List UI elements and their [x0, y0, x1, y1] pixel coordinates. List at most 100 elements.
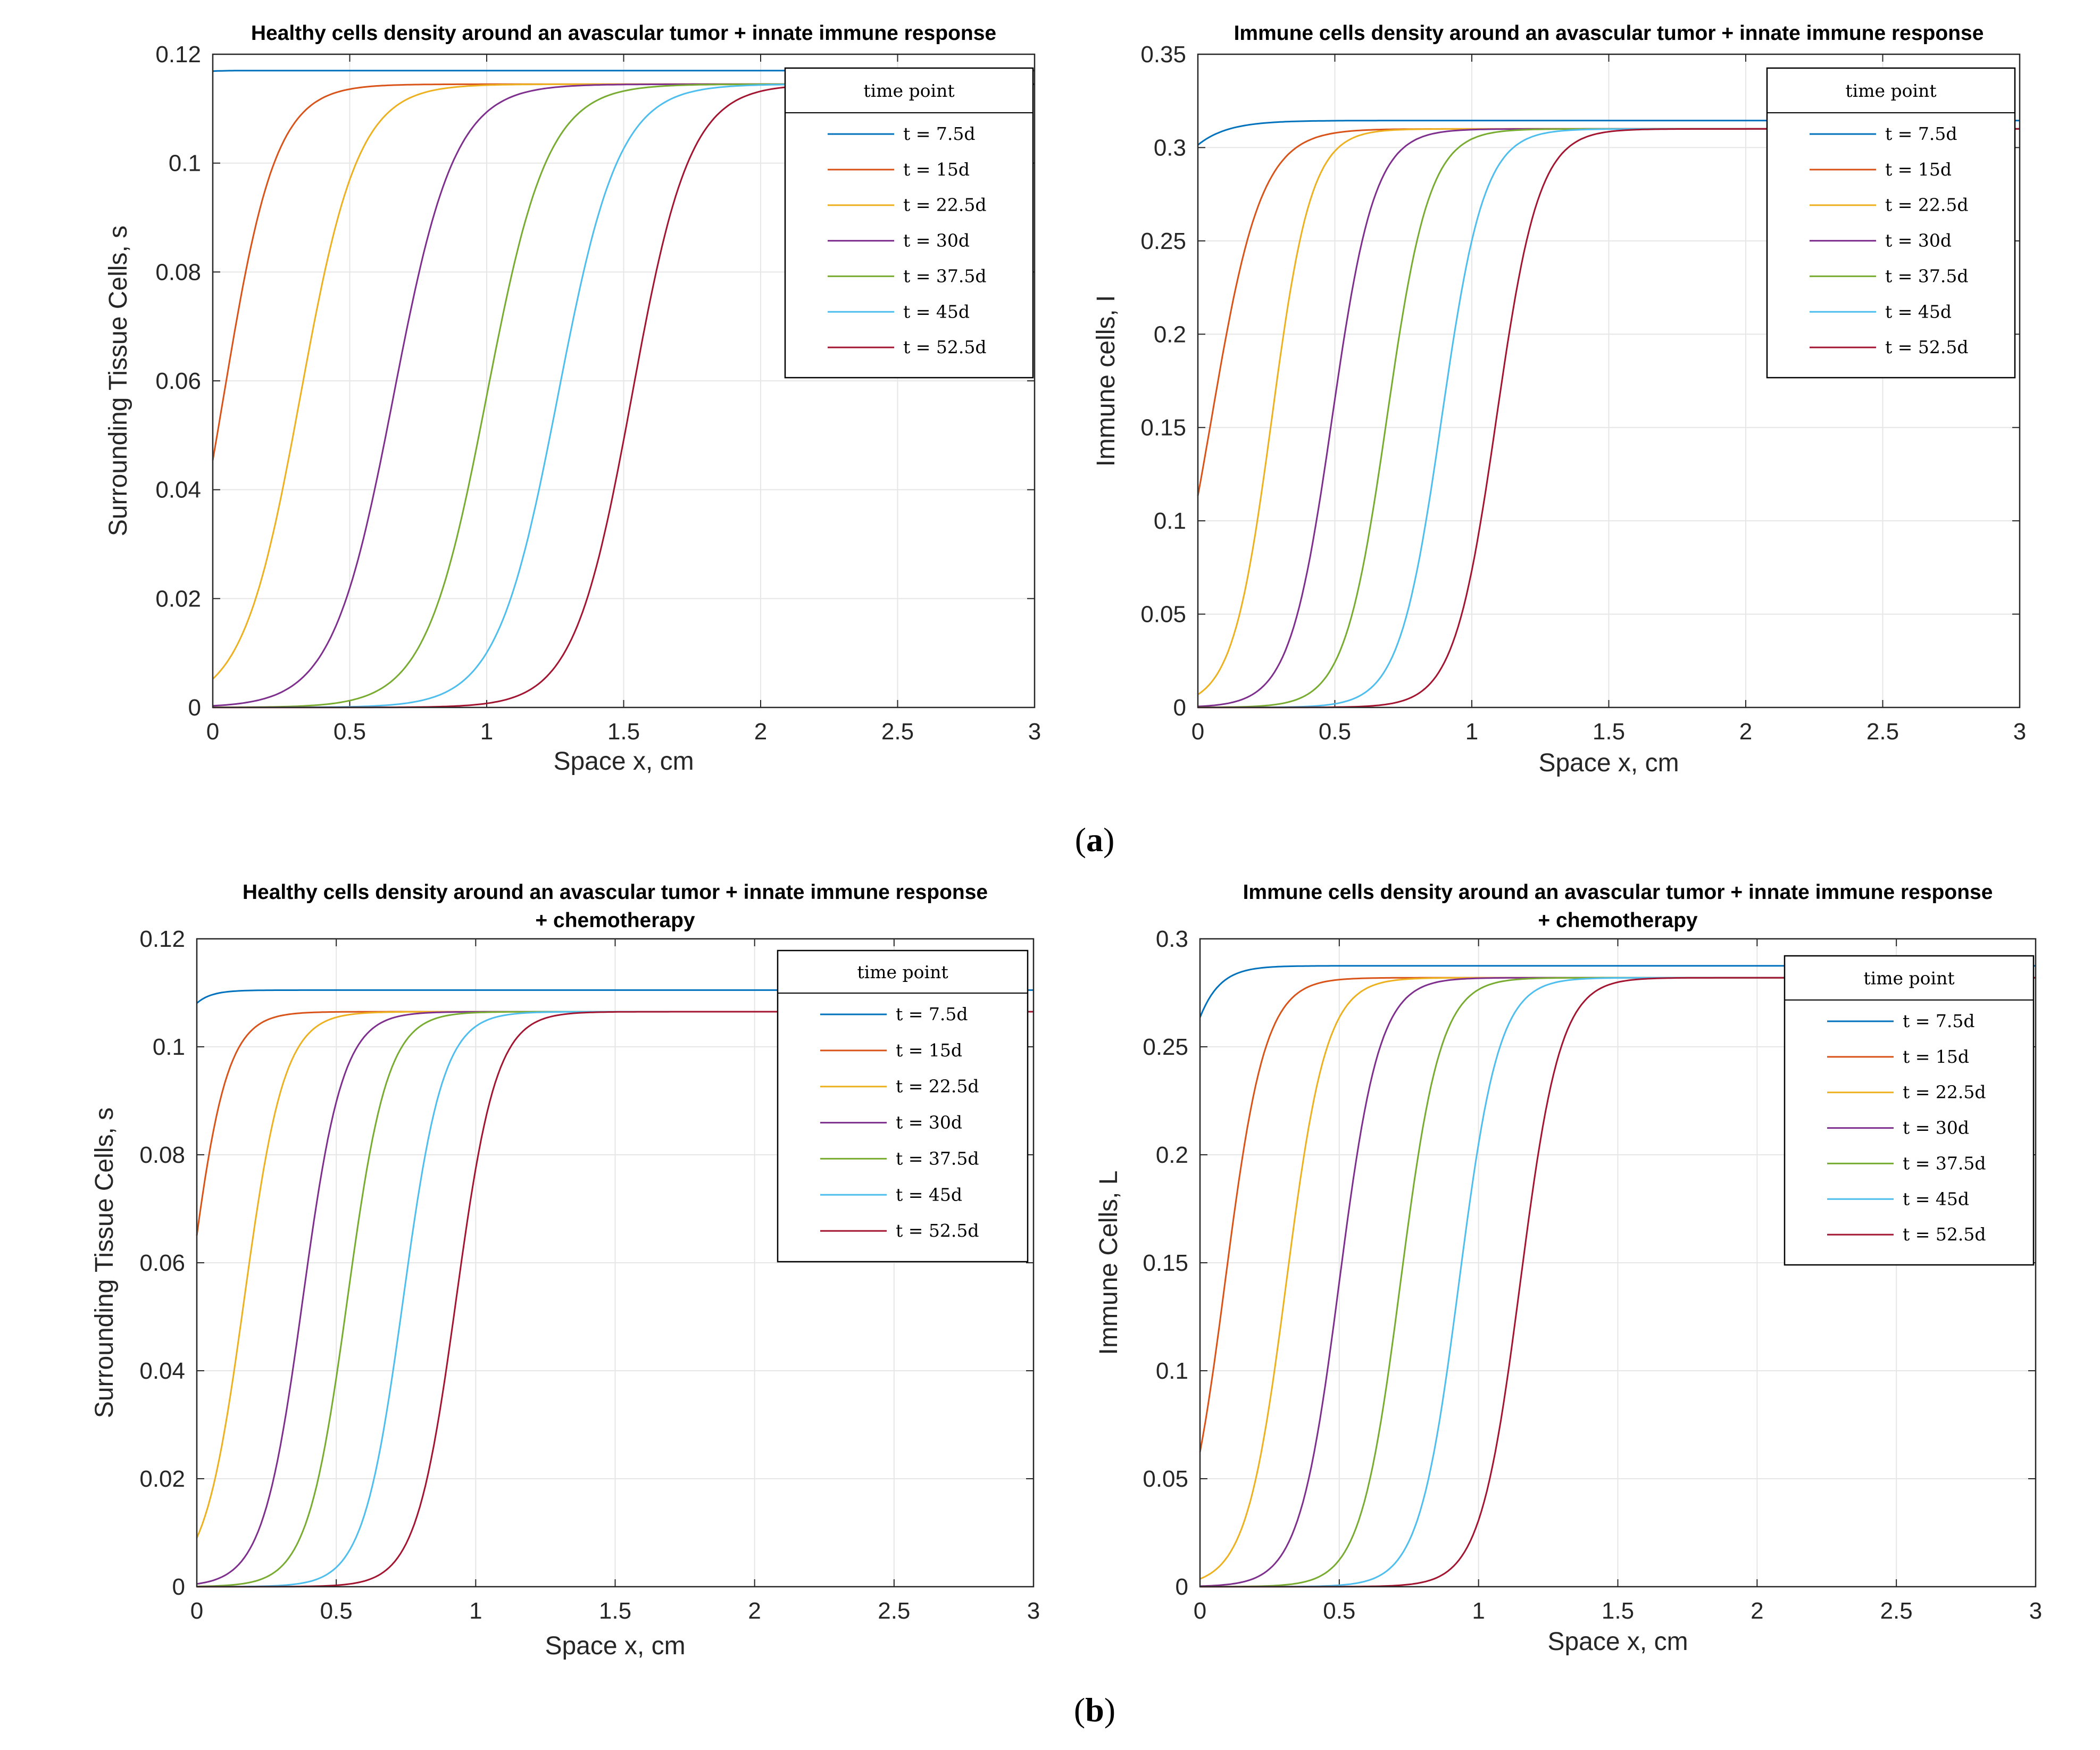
legend-entry: t = 30d [1885, 230, 1952, 251]
legend-entry: t = 7.5d [1903, 1011, 1975, 1031]
x-tick-label: 1.5 [607, 719, 640, 745]
legend-entry: t = 37.5d [896, 1148, 979, 1169]
legend-entry: t = 15d [1903, 1046, 1969, 1067]
y-tick-label: 0.04 [155, 477, 201, 503]
y-tick-label: 0.35 [1140, 41, 1186, 68]
x-axis-label: Space x, cm [1547, 1628, 1688, 1656]
y-tick-label: 0.05 [1140, 602, 1186, 628]
x-tick-label: 3 [2013, 719, 2026, 745]
y-tick-label: 0.02 [139, 1466, 185, 1492]
legend-entry: t = 37.5d [1903, 1153, 1986, 1173]
panel-label-b-letter: b [1085, 1691, 1104, 1729]
y-tick-label: 0.05 [1143, 1466, 1188, 1492]
y-tick-label: 0.3 [1154, 135, 1186, 161]
x-axis-label: Space x, cm [553, 747, 694, 776]
y-tick-label: 0.1 [1156, 1358, 1188, 1384]
legend-entry: t = 22.5d [1885, 195, 1969, 215]
chart-title: Healthy cells density around an avascula… [243, 881, 988, 904]
legend-box [777, 949, 1029, 1263]
y-tick-label: 0.15 [1140, 415, 1186, 441]
y-tick-label: 0.15 [1143, 1250, 1188, 1276]
axes-box [196, 938, 1035, 1588]
y-tick-label: 0.2 [1154, 321, 1186, 347]
panel-label-a: (a) [1075, 821, 1115, 859]
x-tick-label: 2 [748, 1598, 761, 1624]
legend: time point t = 7.5d t = 15d t = 22.5d t = 30… [777, 949, 1029, 1263]
legend-entry: t = 30d [903, 230, 970, 251]
y-axis-label: Surrounding Tissue Cells, s [104, 226, 132, 536]
y-tick-label: 0.06 [139, 1250, 185, 1276]
x-tick-label: 2 [1751, 1598, 1763, 1624]
y-tick-label: 0 [1173, 695, 1186, 721]
x-tick-label: 1 [1465, 719, 1478, 745]
x-tick-label: 3 [1027, 1598, 1040, 1624]
legend-entry: t = 7.5d [1885, 123, 1957, 144]
y-tick-label: 0.08 [139, 1142, 185, 1168]
x-tick-label: 0 [190, 1598, 203, 1624]
y-axis-label: Surrounding Tissue Cells, s [90, 1107, 119, 1418]
chart-b-right: 0 0.5 1 1.5 2 2.5 3 0 0.05 0.1 0.15 0.2 0.25 0.3 time … [1095, 881, 2042, 1656]
x-axis-label: Space x, cm [1538, 749, 1679, 777]
legend-entry: t = 15d [903, 159, 970, 180]
y-tick-label: 0.12 [139, 926, 185, 952]
x-tick-label: 0.5 [320, 1598, 353, 1624]
chart-title: Immune cells density around an avascular… [1234, 22, 1984, 45]
legend-box [1784, 955, 2035, 1266]
x-tick-label: 0 [1194, 1598, 1206, 1624]
x-tick-label: 1 [469, 1598, 482, 1624]
x-axis-label: Space x, cm [545, 1632, 685, 1660]
legend-entry: t = 37.5d [1885, 265, 1969, 286]
y-tick-label: 0.1 [1154, 508, 1186, 534]
legend-title: time point [863, 80, 954, 101]
x-tick-label: 1.5 [599, 1598, 631, 1624]
y-axis-label: Immune cells, I [1092, 295, 1120, 467]
legend-box [1766, 67, 2016, 379]
y-tick-label: 0.3 [1156, 926, 1188, 952]
y-tick-label: 0.1 [153, 1034, 185, 1060]
x-tick-label: 0.5 [1323, 1598, 1355, 1624]
x-tick-label: 2 [1739, 719, 1752, 745]
x-tick-label: 1.5 [1602, 1598, 1634, 1624]
legend-entry: t = 22.5d [1903, 1082, 1986, 1103]
y-tick-label: 0.08 [155, 259, 201, 285]
panel-label-a-letter: a [1086, 821, 1103, 859]
chart-title: Immune cells density around an avascular… [1243, 881, 1993, 904]
x-tick-label: 2.5 [881, 719, 914, 745]
y-tick-label: 0 [1176, 1574, 1188, 1600]
legend-entry: t = 30d [896, 1112, 962, 1133]
y-tick-label: 0.04 [139, 1358, 185, 1384]
y-tick-label: 0 [172, 1574, 185, 1600]
x-tick-label: 2.5 [1866, 719, 1899, 745]
legend-entry: t = 15d [896, 1040, 962, 1061]
x-tick-label: 3 [2029, 1598, 2042, 1624]
legend-entry: t = 45d [1885, 301, 1952, 322]
y-tick-label: 0.06 [155, 368, 201, 394]
legend-entry: t = 22.5d [903, 195, 987, 215]
x-tick-label: 1 [1472, 1598, 1485, 1624]
chart-title: + chemotherapy [535, 909, 695, 932]
legend: time point t = 7.5d t = 15d t = 22.5d t = 30… [784, 67, 1034, 379]
y-tick-label: 0.25 [1143, 1034, 1188, 1060]
legend: time point t = 7.5d t = 15d t = 22.5d t = 30… [1784, 955, 2035, 1266]
x-tick-label: 3 [1028, 719, 1041, 745]
x-tick-label: 1.5 [1593, 719, 1625, 745]
x-tick-label: 2 [754, 719, 767, 745]
axes-box [212, 53, 1036, 709]
axes-box [1197, 53, 2021, 709]
x-tick-label: 0.5 [334, 719, 366, 745]
panel-label-b: (b) [1074, 1691, 1115, 1729]
charts-root: 0 0.5 1 1.5 2 2.5 300.020.040.060.080.10.12tim… [90, 22, 2042, 1660]
legend-entry: t = 22.5d [896, 1076, 979, 1097]
legend-entry: t = 45d [1903, 1188, 1969, 1209]
x-tick-label: 0 [1191, 719, 1204, 745]
x-tick-label: 2.5 [878, 1598, 910, 1624]
legend-entry: t = 7.5d [896, 1004, 968, 1024]
legend-entry: t = 37.5d [903, 265, 987, 286]
y-axis-label: Immune Cells, L [1095, 1171, 1123, 1355]
legend-entry: t = 15d [1885, 159, 1952, 180]
y-tick-label: 0.2 [1156, 1142, 1188, 1168]
legend-entry: t = 7.5d [903, 123, 976, 144]
chart-a-right: 0 0.5 1 1.5 2 2.5 3 0 0.05 0.1 0.15 0.2 0.25 0.3 0.35 t… [1092, 22, 2026, 777]
legend-entry: t = 45d [903, 301, 970, 322]
